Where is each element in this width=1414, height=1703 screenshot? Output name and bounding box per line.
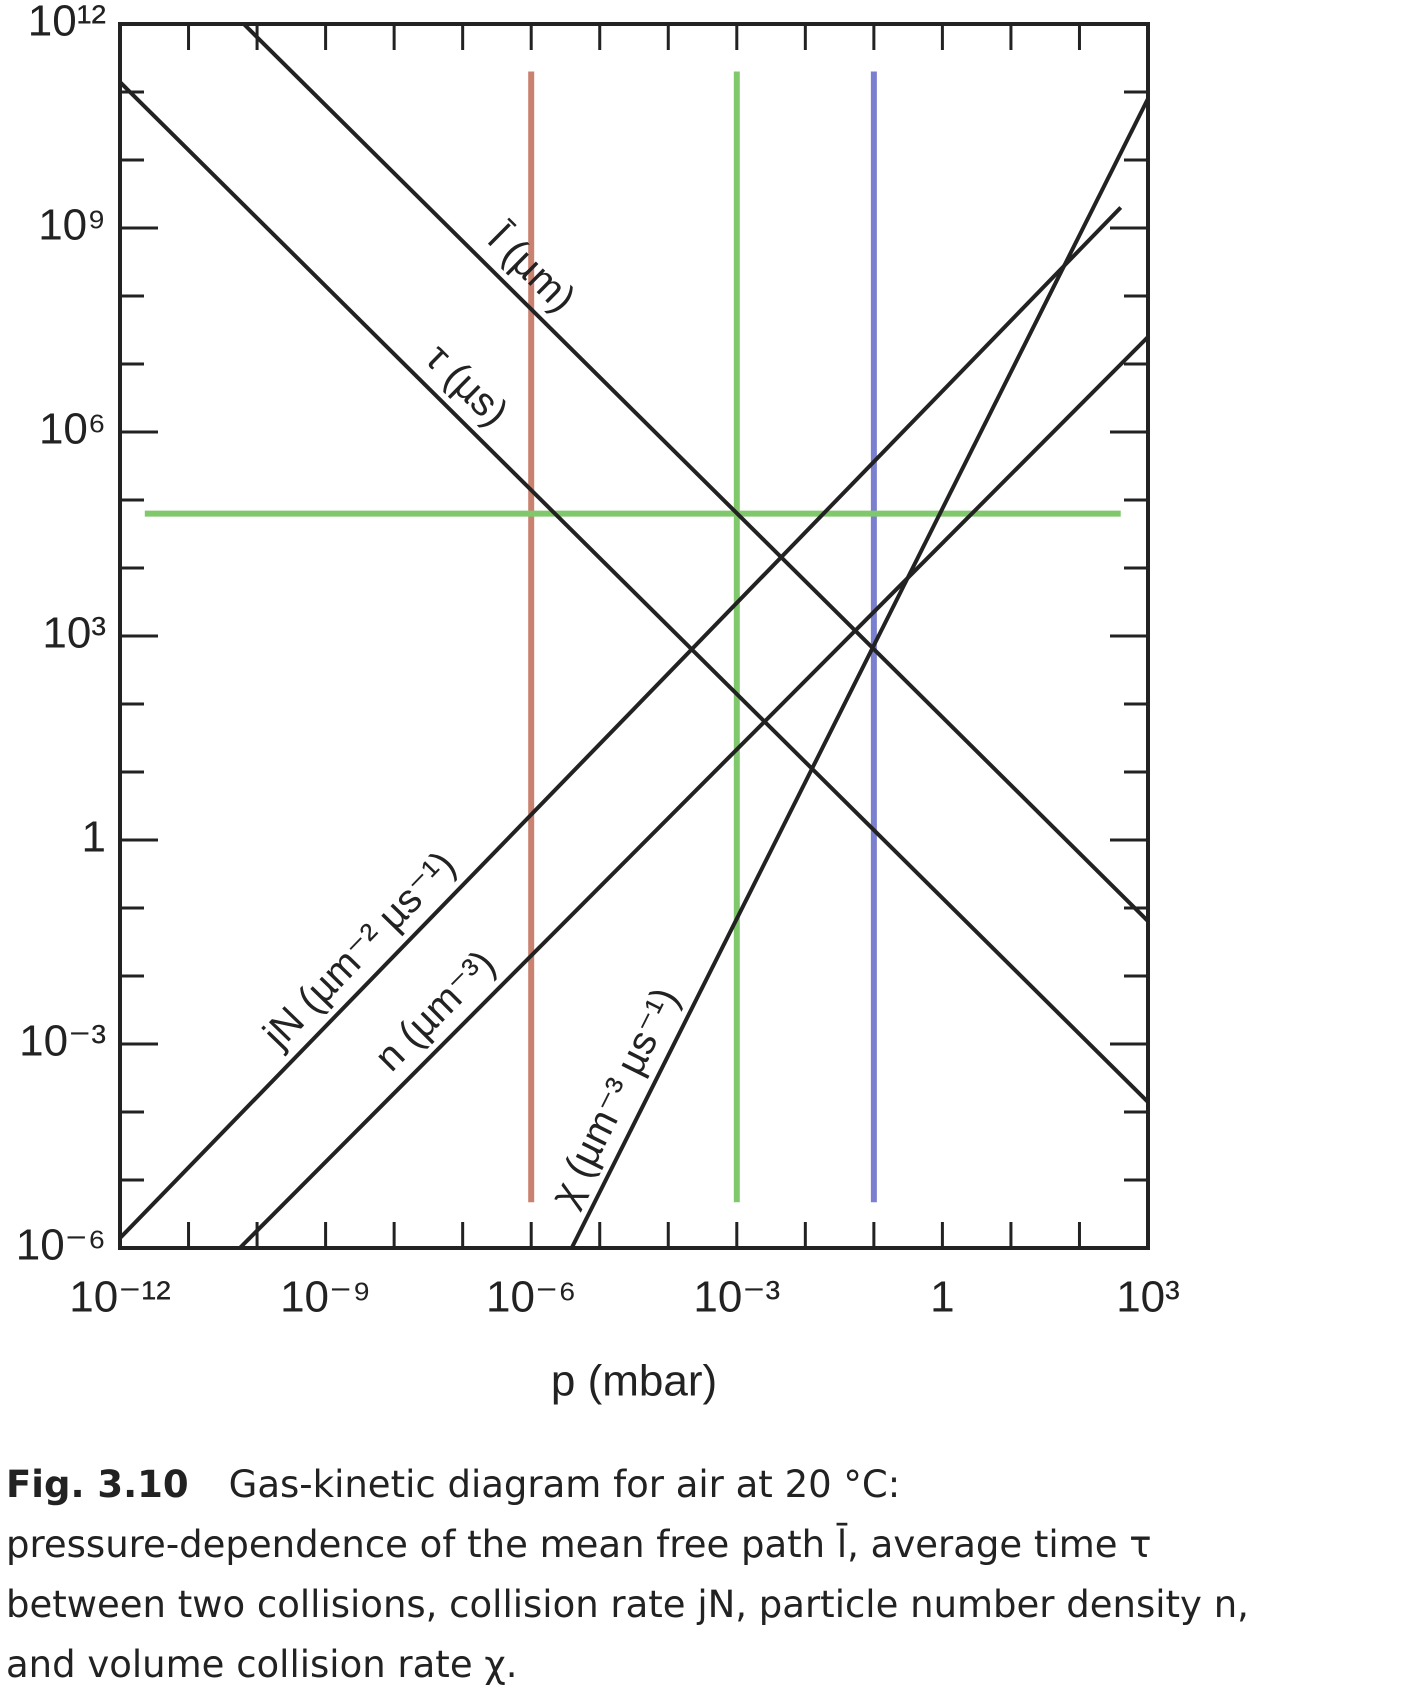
series-label: τ (µs) — [417, 336, 517, 435]
line — [242, 22, 1150, 923]
series-label: χ (µm⁻³ µs⁻¹) — [542, 981, 688, 1214]
y-tick-label: 10⁻⁶ — [16, 1221, 106, 1270]
plot-frame — [118, 22, 1150, 1250]
x-axis-label: p (mbar) — [551, 1357, 717, 1406]
y-tick-label: 10¹² — [28, 0, 106, 46]
x-tick-label: 1 — [930, 1273, 954, 1322]
caption-line: pressure-dependence of the mean free pat… — [6, 1522, 1152, 1566]
x-tick-label: 10³ — [1116, 1273, 1180, 1322]
caption-line: between two collisions, collision rate j… — [6, 1583, 1249, 1626]
y-tick-label: 10⁻³ — [19, 1017, 106, 1066]
line — [569, 97, 1150, 1249]
y-tick-label: 10³ — [42, 609, 106, 658]
y-tick-label: 10⁹ — [38, 201, 106, 250]
x-tick-label: 10⁻⁹ — [280, 1273, 371, 1322]
y-tick-label: 1 — [82, 813, 106, 862]
x-tick-label: 10⁻⁶ — [486, 1273, 576, 1322]
line — [238, 335, 1150, 1250]
caption-line: Gas-kinetic diagram for air at 20 °C: — [229, 1463, 901, 1506]
line — [118, 80, 1150, 1104]
caption-label: Fig. 3.10 — [6, 1463, 189, 1506]
x-tick-label: 10⁻¹² — [69, 1273, 170, 1322]
caption-line: and volume collision rate χ. — [6, 1643, 517, 1686]
y-tick-label: 10⁶ — [39, 405, 106, 454]
x-tick-label: 10⁻³ — [693, 1273, 780, 1322]
line — [118, 206, 1123, 1240]
